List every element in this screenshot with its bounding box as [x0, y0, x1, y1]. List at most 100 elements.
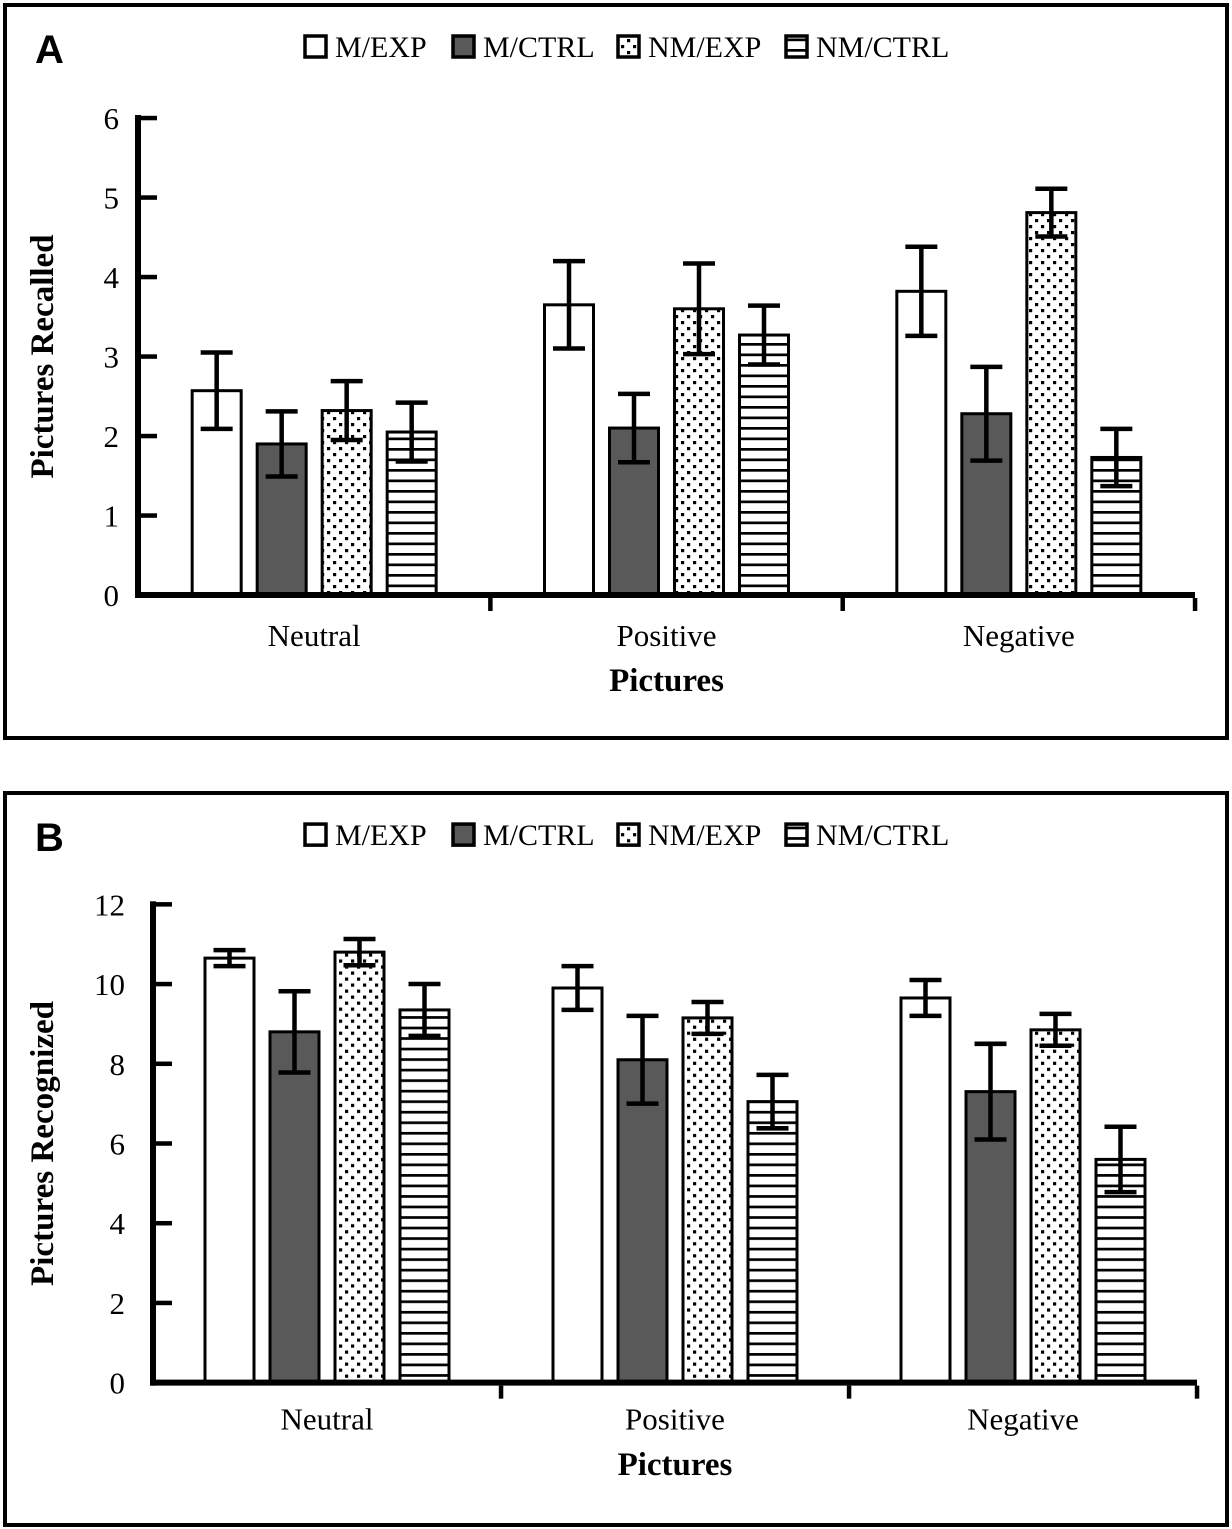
panel-letter: B	[35, 816, 64, 860]
bar-NM/CTRL-Positive	[738, 333, 790, 597]
y-tick-label-2: 2	[110, 1286, 125, 1321]
legend-label-NM/EXP: NM/EXP	[648, 819, 761, 852]
error-bar-NM/CTRL-Positive	[756, 1072, 789, 1131]
error-bar-M/CTRL-Positive	[626, 1013, 659, 1106]
legend-item-M/EXP: M/EXP	[303, 31, 427, 64]
x-axis-title: Pictures	[609, 663, 724, 699]
legend-label-NM/EXP: NM/EXP	[648, 31, 761, 64]
legend-item-M/CTRL: M/CTRL	[451, 819, 595, 852]
y-tick-label-1: 1	[104, 499, 120, 534]
bar-NM/EXP-Negative	[1025, 211, 1078, 597]
y-tick-label-5: 5	[104, 181, 120, 216]
y-tick-6	[156, 1141, 172, 1146]
x-tick-1	[498, 1385, 504, 1399]
category-label-Positive: Positive	[617, 618, 717, 653]
bar-NM/EXP-Positive	[681, 1016, 734, 1385]
legend-swatch-M/CTRL	[451, 822, 476, 847]
bar-M/CTRL-Positive	[616, 1058, 669, 1385]
error-bar-M/EXP-Neutral	[200, 350, 233, 432]
legend-item-NM/CTRL: NM/CTRL	[784, 31, 949, 64]
error-bar-NM/EXP-Neutral	[343, 936, 376, 968]
y-tick-label-4: 4	[110, 1206, 126, 1241]
legend-label-M/EXP: M/EXP	[335, 31, 427, 64]
error-bar-M/EXP-Positive	[561, 963, 594, 1013]
bar-NM/CTRL-Neutral	[398, 1008, 451, 1385]
category-label-Negative: Negative	[967, 1402, 1079, 1437]
error-bar-NM/EXP-Positive	[683, 261, 715, 357]
y-tick-label-6: 6	[110, 1126, 125, 1161]
y-tick-10	[156, 981, 172, 987]
x-tick-2	[840, 598, 845, 611]
legend-label-NM/CTRL: NM/CTRL	[816, 819, 949, 852]
error-bar-M/EXP-Neutral	[213, 947, 246, 969]
y-tick-label-0: 0	[110, 1366, 125, 1401]
y-tick-2	[156, 1300, 172, 1306]
y-tick-label-0: 0	[104, 578, 120, 613]
legend-item-M/CTRL: M/CTRL	[451, 31, 595, 64]
legend-item-NM/EXP: NM/EXP	[616, 31, 761, 64]
y-tick-label-4: 4	[104, 260, 120, 295]
category-label-Negative: Negative	[963, 618, 1075, 653]
x-axis	[135, 592, 1195, 598]
x-tick-3	[1192, 598, 1198, 611]
category-label-Neutral: Neutral	[281, 1402, 374, 1437]
bar-NM/CTRL-Neutral	[385, 430, 438, 597]
bar-M/EXP-Neutral	[203, 956, 256, 1385]
legend-label-NM/CTRL: NM/CTRL	[816, 31, 949, 64]
y-tick-label-12: 12	[94, 887, 125, 922]
x-axis-title: Pictures	[618, 1447, 733, 1483]
error-bar-M/EXP-Negative	[909, 977, 942, 1019]
error-bar-NM/EXP-Negative	[1039, 1011, 1072, 1049]
error-bar-M/CTRL-Negative	[974, 1041, 1007, 1142]
bar-NM/CTRL-Positive	[746, 1100, 799, 1385]
bar-M/EXP-Negative	[899, 996, 952, 1385]
legend-swatch-M/CTRL	[451, 34, 476, 59]
panel-b: M/EXP M/CTRL NM/EXP NM/CTRL 0 2 4 6 8 10 12 Neutral…	[3, 791, 1229, 1527]
y-axis-title: Pictures Recalled	[25, 234, 61, 478]
bar-M/CTRL-Neutral	[268, 1030, 321, 1385]
error-bar-M/EXP-Positive	[553, 258, 585, 351]
x-tick-1	[488, 598, 493, 611]
y-tick-12	[156, 902, 172, 907]
error-bar-NM/CTRL-Positive	[748, 303, 780, 367]
error-bar-NM/CTRL-Negative	[1104, 1124, 1137, 1195]
error-bar-NM/EXP-Neutral	[330, 378, 363, 443]
legend-swatch-NM/EXP	[616, 34, 641, 59]
y-axis	[150, 901, 156, 1386]
error-bar-M/EXP-Negative	[905, 244, 938, 339]
y-tick-1	[141, 513, 157, 518]
panel-a-chart: M/EXP M/CTRL NM/EXP NM/CTRL 0 1 2 3 4 5 6 Neutral Po…	[25, 28, 1198, 699]
legend-swatch-NM/CTRL	[784, 34, 809, 59]
y-tick-label-8: 8	[110, 1047, 125, 1082]
x-axis	[150, 1379, 1197, 1386]
y-axis	[135, 115, 141, 598]
legend-label-M/EXP: M/EXP	[335, 819, 427, 852]
y-tick-label-3: 3	[104, 340, 120, 375]
legend-item-M/EXP: M/EXP	[303, 819, 427, 852]
panel-a: M/EXP M/CTRL NM/EXP NM/CTRL 0 1 2 3 4 5 6 Neutral Po…	[3, 3, 1229, 740]
legend-label-M/CTRL: M/CTRL	[483, 819, 595, 852]
error-bar-M/CTRL-Positive	[618, 391, 650, 465]
category-label-Neutral: Neutral	[268, 618, 361, 653]
category-label-Positive: Positive	[625, 1402, 725, 1437]
y-axis-title: Pictures Recognized	[25, 1001, 61, 1286]
y-tick-4	[156, 1220, 172, 1226]
panel-b-chart: M/EXP M/CTRL NM/EXP NM/CTRL 0 2 4 6 8 10 12 Neutral…	[25, 816, 1200, 1483]
legend-swatch-NM/EXP	[616, 822, 641, 847]
panel-letter: A	[35, 28, 64, 72]
y-tick-label-6: 6	[104, 101, 120, 136]
legend-swatch-NM/CTRL	[784, 822, 809, 847]
error-bar-M/CTRL-Neutral	[265, 409, 298, 479]
y-tick-3	[141, 354, 157, 359]
y-tick-4	[141, 274, 157, 280]
bar-M/EXP-Positive	[551, 986, 604, 1385]
legend-label-M/CTRL: M/CTRL	[483, 31, 595, 64]
x-tick-2	[846, 1385, 852, 1399]
y-tick-6	[141, 115, 157, 121]
y-tick-2	[141, 433, 157, 439]
error-bar-NM/EXP-Positive	[691, 999, 724, 1037]
error-bar-NM/CTRL-Negative	[1100, 426, 1133, 489]
y-tick-label-10: 10	[94, 967, 125, 1002]
y-tick-8	[156, 1061, 172, 1067]
